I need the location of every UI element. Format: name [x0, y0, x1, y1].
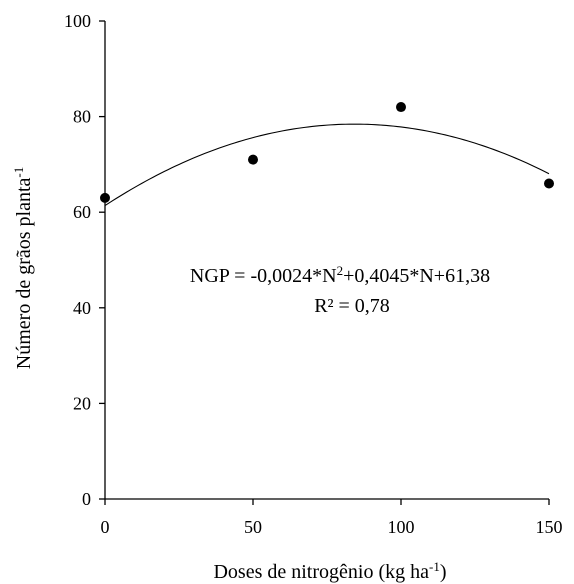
- axes: [104, 21, 549, 500]
- ticks: 0 20 40 60 80 100 0 50 100 150: [64, 11, 563, 537]
- r-squared-label: R² = 0,78: [314, 295, 390, 317]
- fit-curve: [104, 123, 550, 207]
- x-tick-label: 100: [388, 517, 415, 537]
- data-point: [100, 192, 110, 203]
- y-axis-label: Número de grãos planta-1: [11, 167, 36, 369]
- y-tick-label: 80: [73, 107, 91, 127]
- y-tick-label: 40: [73, 298, 91, 318]
- x-axis-label: Doses de nitrogênio (kg ha-1): [213, 559, 446, 584]
- fit-layer: [104, 123, 550, 207]
- y-tick-label: 100: [64, 11, 91, 31]
- x-tick-label: 50: [244, 517, 262, 537]
- data-points: [100, 102, 554, 203]
- regression-equation: NGP = -0,0024*N2+0,4045*N+61,38: [190, 263, 490, 288]
- data-point: [544, 178, 554, 189]
- data-point: [396, 102, 406, 113]
- y-tick-label: 0: [82, 489, 91, 509]
- x-tick-label: 150: [536, 517, 563, 537]
- y-tick-label: 20: [73, 393, 91, 413]
- x-tick-label: 0: [101, 517, 110, 537]
- data-point: [248, 154, 258, 165]
- y-tick-label: 60: [73, 202, 91, 222]
